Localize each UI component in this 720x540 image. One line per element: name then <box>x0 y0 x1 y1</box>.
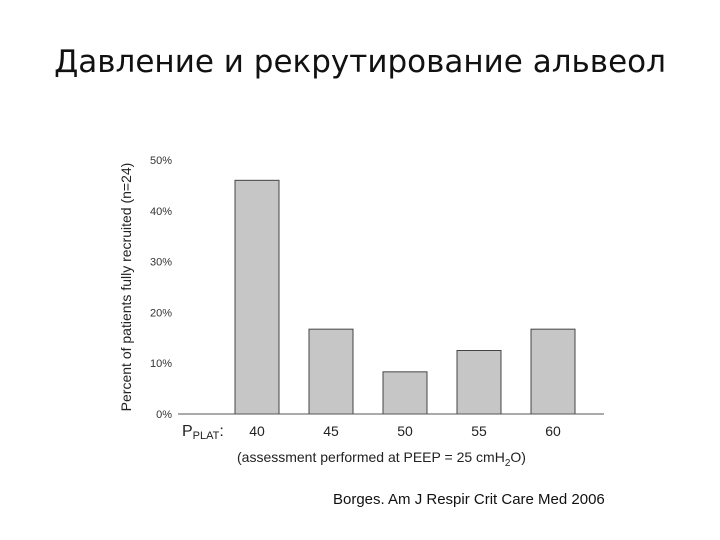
slide-title: Давление и рекрутирование альвеол <box>54 44 666 80</box>
x-tick-label: 50 <box>397 423 413 439</box>
x-tick-label: 60 <box>545 423 561 439</box>
bar <box>456 350 502 415</box>
x-axis-symbol-colon: : <box>219 423 223 440</box>
x-tick-label: 45 <box>323 423 339 439</box>
y-tick-label: 50% <box>150 155 172 167</box>
x-axis-note-end: O) <box>510 449 526 465</box>
y-tick-label: 30% <box>150 257 172 269</box>
y-tick-label: 20% <box>150 307 172 319</box>
x-axis-symbol: PPLAT: <box>182 423 224 442</box>
y-tick-label: 0% <box>156 409 172 421</box>
x-tick-label: 40 <box>249 423 265 439</box>
x-axis-note-main: (assessment performed at PEEP = 25 cmH <box>237 449 505 465</box>
x-axis-symbol-letter: P <box>182 423 193 440</box>
x-axis-note: (assessment performed at PEEP = 25 cmH2O… <box>237 449 526 469</box>
citation: Borges. Am J Respir Crit Care Med 2006 <box>333 491 605 508</box>
y-axis-title: Percent of patients fully recruited (n=2… <box>118 163 134 412</box>
x-axis-note-subscript: 2 <box>505 458 511 469</box>
bar <box>382 371 428 415</box>
y-tick-label: 10% <box>150 358 172 370</box>
bar <box>234 179 280 415</box>
y-tick-label: 40% <box>150 206 172 218</box>
bars <box>234 179 576 415</box>
bar <box>308 328 354 415</box>
bar <box>530 328 576 415</box>
y-axis-ticks: 0% 10% 20% 30% 40% 50% <box>150 155 172 421</box>
x-axis-symbol-subscript: PLAT <box>193 430 220 442</box>
category-labels: 40 45 50 55 60 <box>249 423 561 439</box>
x-tick-label: 55 <box>471 423 487 439</box>
